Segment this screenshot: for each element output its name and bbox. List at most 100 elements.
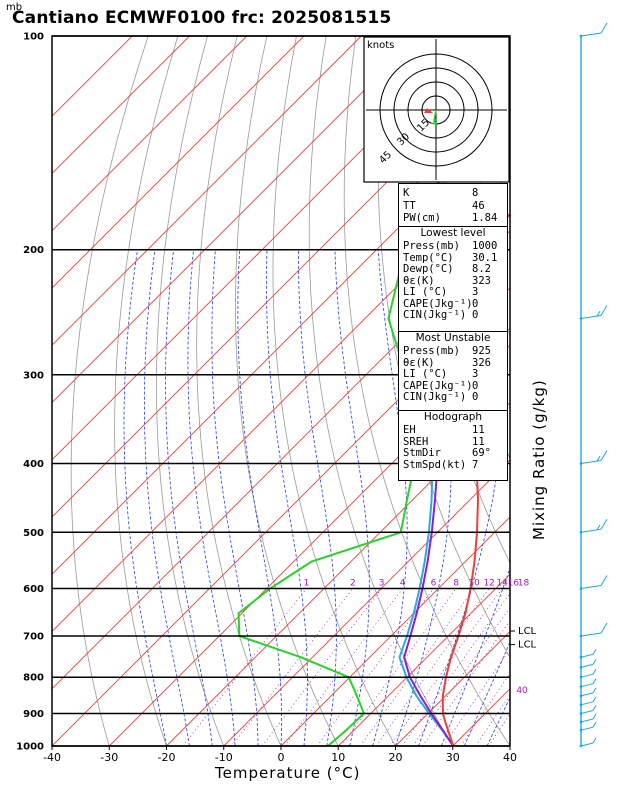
hodograph-stat-row: SREH 11 bbox=[403, 436, 505, 448]
index-k-label: K bbox=[403, 187, 410, 199]
most-unstable-value: 925 bbox=[472, 345, 491, 357]
hodograph-stat-label: StmDir bbox=[403, 447, 441, 459]
most-unstable-row: Press(mb) 925 bbox=[403, 345, 505, 357]
isotherm-line bbox=[52, 36, 362, 346]
lowest-level-row: Dewp(°C) 8.2 bbox=[403, 263, 505, 275]
wind-barb-flag bbox=[600, 575, 608, 586]
most-unstable-row: LI (°C) 3 bbox=[403, 368, 505, 380]
mixing-ratio-tick-label: 2 bbox=[350, 578, 356, 588]
mixing-ratio-tick-label: 18 bbox=[518, 578, 530, 588]
temperature-tick-label: -20 bbox=[158, 751, 176, 764]
hodograph-units-label: knots bbox=[367, 40, 394, 51]
pressure-tick-label: 700 bbox=[23, 632, 44, 643]
dry-adiabat-line bbox=[377, 36, 510, 659]
temperature-tick-label: 10 bbox=[331, 751, 345, 764]
lowest-level-label: CIN(Jkg⁻¹) bbox=[403, 309, 467, 321]
isotherm-line bbox=[337, 573, 510, 746]
wind-barb-half-flag bbox=[592, 737, 597, 744]
pressure-tick-label: 300 bbox=[23, 370, 44, 381]
wind-barb-flag bbox=[600, 305, 608, 316]
mixing-ratio-tick-label: 4 bbox=[400, 578, 406, 588]
pressure-tick-label: 1000 bbox=[16, 742, 44, 753]
wind-barb-flag bbox=[600, 22, 608, 34]
index-tt-row: TT 46 bbox=[403, 200, 505, 212]
isotherm-line bbox=[52, 230, 510, 690]
most-unstable-label: Press(mb) bbox=[403, 345, 460, 357]
wind-barb-half-flag bbox=[592, 696, 597, 703]
mixing-ratio-line bbox=[443, 648, 510, 746]
temperature-tick-label: 20 bbox=[389, 751, 403, 764]
lowest-level-label: LI (°C) bbox=[403, 286, 448, 298]
lcl-label: LCL bbox=[518, 640, 537, 651]
lowest-level-label: Press(mb) bbox=[403, 240, 460, 252]
temperature-tick-label: -40 bbox=[43, 751, 61, 764]
index-pw-value: 1.84 bbox=[472, 212, 498, 224]
moist-adiabat-line bbox=[266, 249, 308, 746]
wind-barb-shaft bbox=[580, 459, 602, 464]
isotherm-line bbox=[52, 36, 190, 175]
wind-barb-half-flag bbox=[592, 668, 597, 675]
isotherm-line bbox=[52, 36, 248, 232]
isotherm-line bbox=[166, 401, 510, 746]
moist-adiabat-line bbox=[334, 249, 370, 746]
most-unstable-label: LI (°C) bbox=[403, 368, 448, 380]
wind-barb-flag bbox=[600, 622, 608, 634]
index-tt-label: TT bbox=[403, 200, 416, 212]
most-unstable-heading: Most Unstable bbox=[399, 331, 507, 344]
mixing-ratio-line bbox=[284, 588, 404, 746]
hodograph-trace bbox=[430, 109, 438, 126]
index-pw-row: PW(cm) 1.84 bbox=[403, 212, 505, 224]
temperature-tick-label: 30 bbox=[446, 751, 460, 764]
most-unstable-label: CIN(Jkg⁻¹) bbox=[403, 391, 467, 403]
most-unstable-row: CIN(Jkg⁻¹) 0 bbox=[403, 391, 505, 403]
isotherm-line bbox=[280, 516, 510, 746]
mixing-ratio-line bbox=[475, 694, 510, 746]
wind-barb-half-flag bbox=[592, 649, 597, 655]
hodograph-stat-label: SREH bbox=[403, 435, 429, 448]
lowest-level-value: 30.1 bbox=[472, 251, 498, 264]
lowest-level-value: 1000 bbox=[472, 240, 498, 252]
x-axis-label: Temperature (°C) bbox=[215, 764, 361, 782]
lowest-level-row: Temp(°C) 30.1 bbox=[403, 252, 505, 264]
wind-barb-shaft bbox=[580, 528, 602, 533]
mixing-ratio-line bbox=[412, 606, 510, 746]
isotherm-line bbox=[567, 36, 618, 746]
dry-adiabat-line bbox=[156, 36, 225, 746]
dry-adiabat-line bbox=[343, 36, 510, 746]
mixing-ratio-tick-label: 40 bbox=[516, 686, 528, 696]
wind-barb-shaft bbox=[580, 315, 602, 320]
wind-barb-half-flag bbox=[596, 310, 601, 317]
most-unstable-value: 0 bbox=[472, 391, 479, 403]
mixing-ratio-tick-label: 16 bbox=[508, 578, 520, 588]
mixing-ratio-axis-label: Mixing Ratio (g/kg) bbox=[530, 379, 548, 540]
most-unstable-label: CAPE(Jkg⁻¹) bbox=[403, 379, 473, 392]
wind-barb-shaft bbox=[580, 710, 594, 714]
most-unstable-row: θε(K) 326 bbox=[403, 357, 505, 369]
temperature-tick-label: -10 bbox=[215, 751, 233, 764]
pressure-tick-label: 100 bbox=[23, 32, 44, 43]
lowest-level-value: 3 bbox=[472, 286, 479, 298]
mixing-ratio-tick-label: 14 bbox=[496, 578, 508, 588]
hodograph-stat-row: StmDir 69° bbox=[403, 447, 505, 459]
dry-adiabat-line bbox=[196, 36, 282, 746]
isotherm-line bbox=[52, 36, 133, 117]
pressure-unit-label: mb bbox=[6, 2, 23, 13]
moist-adiabat-line bbox=[297, 249, 337, 746]
wind-barb-flag bbox=[600, 519, 608, 530]
wind-barb-shaft bbox=[580, 701, 594, 706]
wind-barb-half-flag bbox=[596, 524, 601, 531]
pressure-tick-label: 600 bbox=[23, 584, 44, 595]
mixing-ratio-tick-label: 3 bbox=[379, 578, 385, 588]
dewpoint-profile-line bbox=[237, 53, 510, 746]
storm-motion-marker bbox=[424, 108, 433, 113]
mixing-ratio-line bbox=[488, 713, 510, 746]
lowest-level-label: Temp(°C) bbox=[403, 251, 454, 264]
most-unstable-label: θε(K) bbox=[403, 356, 435, 369]
lowest-level-value: 0 bbox=[472, 309, 479, 321]
wind-barb-half-flag bbox=[592, 687, 597, 694]
wind-barb-shaft bbox=[580, 673, 594, 678]
most-unstable-value: 3 bbox=[472, 368, 479, 380]
chart-title: Cantiano ECMWF0100 frc: 2025081515 bbox=[12, 8, 392, 28]
